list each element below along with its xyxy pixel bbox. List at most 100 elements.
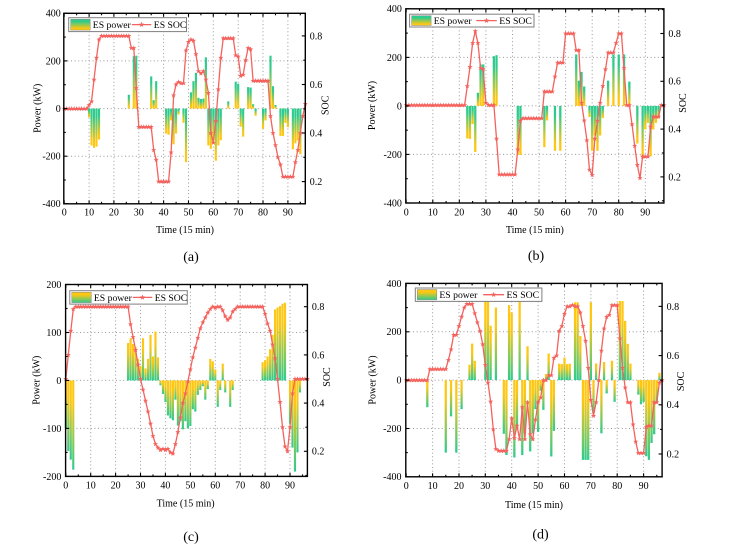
svg-text:80: 80 xyxy=(260,480,270,491)
svg-text:60: 60 xyxy=(208,208,218,219)
svg-text:-100: -100 xyxy=(43,424,61,435)
svg-text:10: 10 xyxy=(428,208,438,219)
svg-text:Time (15 min): Time (15 min) xyxy=(156,225,214,236)
svg-text:90: 90 xyxy=(285,480,295,491)
svg-text:50: 50 xyxy=(534,208,544,219)
svg-text:0: 0 xyxy=(404,481,409,492)
svg-text:ES SOC: ES SOC xyxy=(499,16,532,27)
svg-text:ES SOC: ES SOC xyxy=(507,290,540,301)
svg-text:-400: -400 xyxy=(384,198,402,209)
svg-text:0.8: 0.8 xyxy=(668,29,681,40)
svg-text:0: 0 xyxy=(62,208,67,219)
svg-text:30: 30 xyxy=(480,481,490,492)
svg-text:80: 80 xyxy=(614,208,624,219)
svg-text:Time (15 min): Time (15 min) xyxy=(505,500,563,511)
svg-text:90: 90 xyxy=(283,208,293,219)
svg-text:-200: -200 xyxy=(43,472,61,483)
svg-text:-400: -400 xyxy=(42,199,60,210)
svg-text:90: 90 xyxy=(640,208,650,219)
svg-text:70: 70 xyxy=(587,208,597,219)
svg-text:20: 20 xyxy=(109,208,119,219)
svg-text:30: 30 xyxy=(136,480,146,491)
svg-text:SOC: SOC xyxy=(322,367,333,387)
svg-text:-200: -200 xyxy=(383,424,401,435)
svg-text:200: 200 xyxy=(387,53,402,64)
svg-text:0.6: 0.6 xyxy=(667,351,680,362)
svg-text:400: 400 xyxy=(387,279,402,290)
svg-text:60: 60 xyxy=(560,481,570,492)
svg-text:0.4: 0.4 xyxy=(312,399,325,410)
svg-text:200: 200 xyxy=(46,56,61,67)
svg-text:20: 20 xyxy=(111,480,121,491)
svg-text:Time (15 min): Time (15 min) xyxy=(157,499,215,510)
svg-text:40: 40 xyxy=(508,208,518,219)
svg-text:ES SOC: ES SOC xyxy=(155,293,188,304)
svg-text:0: 0 xyxy=(404,208,409,219)
svg-text:40: 40 xyxy=(159,208,169,219)
svg-text:ES power: ES power xyxy=(434,16,473,27)
svg-text:ES power: ES power xyxy=(93,20,132,31)
svg-text:10: 10 xyxy=(86,480,96,491)
svg-text:90: 90 xyxy=(639,481,649,492)
svg-text:(a): (a) xyxy=(183,250,199,265)
svg-text:0.4: 0.4 xyxy=(310,128,323,139)
svg-text:ES power: ES power xyxy=(94,293,133,304)
svg-text:-200: -200 xyxy=(42,152,60,163)
svg-text:Power (kW): Power (kW) xyxy=(367,81,378,130)
svg-text:40: 40 xyxy=(160,480,170,491)
svg-text:ES SOC: ES SOC xyxy=(154,20,187,31)
svg-text:100: 100 xyxy=(46,328,61,339)
svg-text:Power (kW): Power (kW) xyxy=(32,356,43,405)
svg-text:Power (kW): Power (kW) xyxy=(368,355,379,404)
svg-text:70: 70 xyxy=(586,481,596,492)
svg-text:0.6: 0.6 xyxy=(310,80,323,91)
svg-text:0.2: 0.2 xyxy=(312,447,325,458)
svg-text:(c): (c) xyxy=(183,530,199,545)
svg-text:10: 10 xyxy=(428,481,438,492)
svg-text:-400: -400 xyxy=(383,472,401,483)
svg-text:-200: -200 xyxy=(384,150,402,161)
svg-text:ES power: ES power xyxy=(439,290,478,301)
svg-text:SOC: SOC xyxy=(676,371,687,391)
svg-text:0.8: 0.8 xyxy=(310,31,323,42)
svg-text:0.6: 0.6 xyxy=(312,350,325,361)
svg-text:60: 60 xyxy=(210,480,220,491)
svg-text:Power (kW): Power (kW) xyxy=(33,84,44,133)
svg-text:0: 0 xyxy=(63,480,68,491)
svg-text:0.8: 0.8 xyxy=(312,302,325,313)
svg-text:20: 20 xyxy=(454,481,464,492)
svg-text:SOC: SOC xyxy=(678,93,689,113)
svg-text:0.4: 0.4 xyxy=(668,125,681,136)
svg-text:Time (15 min): Time (15 min) xyxy=(506,225,564,236)
svg-text:70: 70 xyxy=(235,480,245,491)
svg-text:80: 80 xyxy=(612,481,622,492)
svg-text:0: 0 xyxy=(397,101,402,112)
svg-text:30: 30 xyxy=(134,208,144,219)
svg-text:0: 0 xyxy=(397,376,402,387)
svg-text:200: 200 xyxy=(387,327,402,338)
svg-text:400: 400 xyxy=(46,9,61,20)
svg-text:200: 200 xyxy=(46,280,61,291)
svg-text:0.2: 0.2 xyxy=(668,172,681,183)
svg-text:SOC: SOC xyxy=(320,95,331,115)
svg-text:50: 50 xyxy=(533,481,543,492)
svg-text:400: 400 xyxy=(387,4,402,15)
svg-text:0.8: 0.8 xyxy=(667,302,680,313)
svg-text:50: 50 xyxy=(184,208,194,219)
svg-text:0.4: 0.4 xyxy=(667,400,680,411)
svg-text:0: 0 xyxy=(56,376,61,387)
svg-text:10: 10 xyxy=(84,208,94,219)
svg-text:20: 20 xyxy=(454,208,464,219)
svg-text:0.6: 0.6 xyxy=(668,77,681,88)
svg-text:40: 40 xyxy=(507,481,517,492)
svg-text:50: 50 xyxy=(185,480,195,491)
svg-text:(b): (b) xyxy=(528,249,545,264)
svg-text:0: 0 xyxy=(56,104,61,115)
svg-text:70: 70 xyxy=(233,208,243,219)
svg-text:0.2: 0.2 xyxy=(310,177,323,188)
svg-text:30: 30 xyxy=(481,208,491,219)
svg-text:60: 60 xyxy=(561,208,571,219)
svg-text:(d): (d) xyxy=(532,528,549,543)
svg-text:0.2: 0.2 xyxy=(667,449,680,460)
svg-text:80: 80 xyxy=(258,208,268,219)
